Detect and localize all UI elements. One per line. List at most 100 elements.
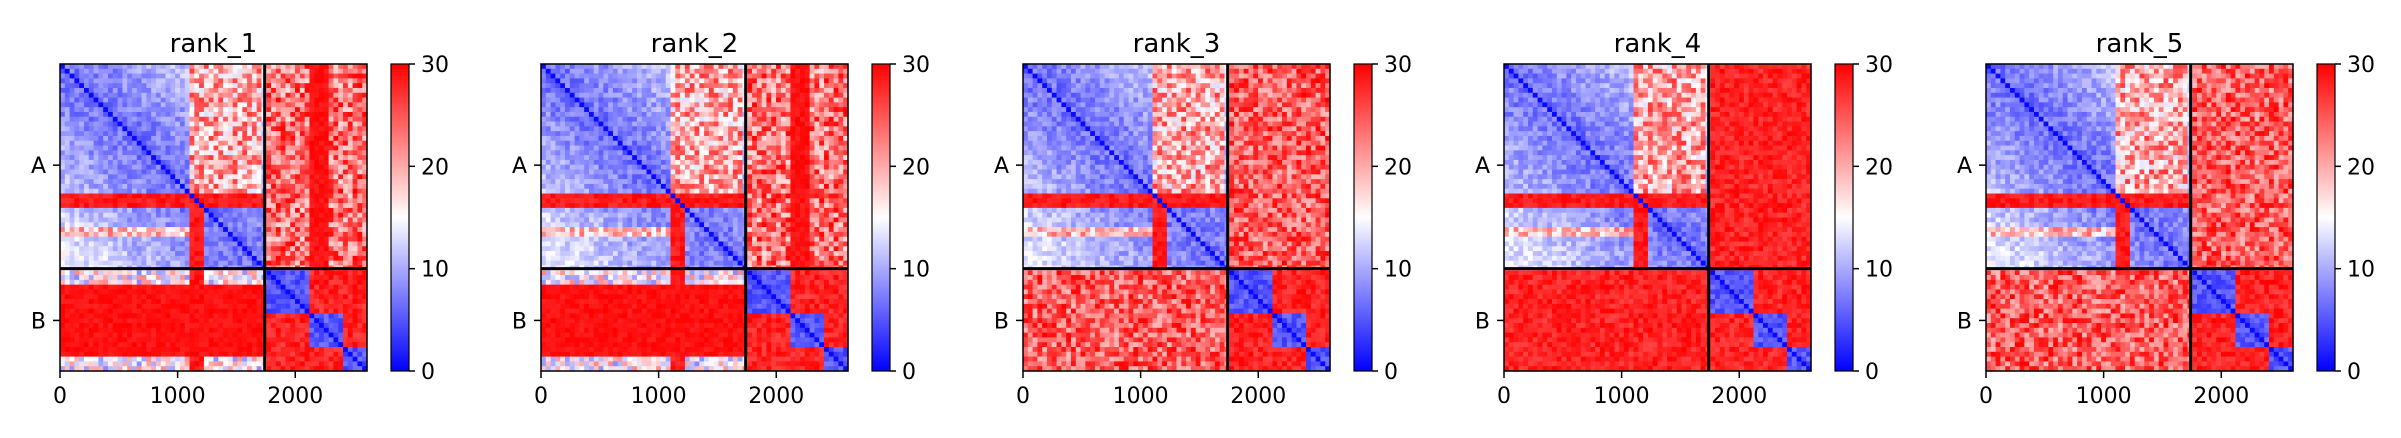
heatmap-cell xyxy=(728,64,734,70)
heatmap-cell xyxy=(343,299,349,305)
heatmap-cell xyxy=(333,121,339,127)
heatmap-cell xyxy=(69,83,75,89)
heatmap-cell xyxy=(179,356,186,363)
heatmap-cell xyxy=(160,251,167,257)
heatmap-cell xyxy=(314,102,320,108)
heatmap-cell xyxy=(819,83,825,89)
heatmap-cell xyxy=(309,366,315,372)
heatmap-cell xyxy=(295,366,301,372)
heatmap-cell xyxy=(218,131,224,137)
heatmap-cell xyxy=(665,92,672,99)
heatmap-cell xyxy=(208,366,215,372)
heatmap-cell xyxy=(328,131,335,137)
heatmap-cell xyxy=(79,179,85,185)
heatmap-cell xyxy=(79,227,85,233)
heatmap-cell xyxy=(79,145,85,151)
heatmap-cell xyxy=(127,131,133,137)
heatmap-cell xyxy=(160,150,167,156)
heatmap-cell xyxy=(194,73,200,79)
heatmap-cell xyxy=(88,251,95,257)
heatmap-cell xyxy=(285,64,291,70)
heatmap-cell xyxy=(69,68,75,75)
heatmap-cell xyxy=(713,92,720,99)
heatmap-cell xyxy=(309,64,315,70)
heatmap-cell xyxy=(323,231,330,238)
heatmap-cell xyxy=(290,155,296,161)
heatmap-cell xyxy=(60,222,66,228)
heatmap-cell xyxy=(271,217,277,223)
heatmap-cell xyxy=(333,212,339,219)
heatmap-cell xyxy=(88,323,95,329)
heatmap-cell xyxy=(299,155,306,161)
heatmap-cell xyxy=(627,116,633,123)
heatmap-cell xyxy=(232,308,239,315)
heatmap-cell xyxy=(285,193,291,199)
heatmap-cell xyxy=(69,284,75,291)
heatmap-cell xyxy=(343,159,349,166)
heatmap-cell xyxy=(713,78,720,84)
heatmap-cell xyxy=(314,78,320,84)
heatmap-cell xyxy=(656,121,662,127)
heatmap-cell xyxy=(218,217,224,223)
heatmap-cell xyxy=(151,308,157,315)
heatmap-cell xyxy=(151,78,157,84)
heatmap-cell xyxy=(208,155,215,161)
heatmap-cell xyxy=(155,121,162,127)
heatmap-cell xyxy=(237,183,243,190)
heatmap-cell xyxy=(165,145,171,151)
heatmap-cell xyxy=(299,159,306,166)
heatmap-cell xyxy=(333,159,339,166)
heatmap-cell xyxy=(357,255,363,262)
heatmap-cell xyxy=(237,351,243,358)
heatmap-cell xyxy=(357,126,363,132)
heatmap-cell xyxy=(146,183,152,190)
heatmap-cell xyxy=(309,111,315,118)
heatmap-cell xyxy=(694,121,700,127)
heatmap-cell xyxy=(362,361,368,367)
heatmap-cell xyxy=(64,155,71,161)
heatmap-cell xyxy=(771,73,777,79)
heatmap-cell xyxy=(117,275,123,281)
heatmap-cell xyxy=(266,207,272,214)
heatmap-cell xyxy=(323,169,330,175)
heatmap-cell xyxy=(290,246,296,252)
heatmap-cell xyxy=(603,107,609,113)
heatmap-cell xyxy=(800,107,806,113)
heatmap-cell xyxy=(237,169,243,175)
heatmap-cell xyxy=(88,203,95,209)
heatmap-cell xyxy=(175,111,181,118)
heatmap-cell xyxy=(299,193,306,199)
heatmap-cell xyxy=(347,135,354,142)
heatmap-cell xyxy=(256,217,263,223)
heatmap-cell xyxy=(843,102,849,108)
heatmap-cell xyxy=(151,193,157,199)
heatmap-cell xyxy=(194,308,200,315)
heatmap-cell xyxy=(319,323,325,329)
heatmap-cell xyxy=(285,299,291,305)
heatmap-cell xyxy=(122,251,128,257)
heatmap-cell xyxy=(756,83,763,89)
heatmap-cell xyxy=(208,337,215,343)
heatmap-cell xyxy=(280,73,287,79)
heatmap-cell xyxy=(122,159,128,166)
heatmap-cell xyxy=(290,347,296,353)
heatmap-cell xyxy=(64,351,71,358)
heatmap-cell xyxy=(184,150,191,156)
heatmap-cell xyxy=(275,246,282,252)
heatmap-cell xyxy=(160,198,167,204)
heatmap-cell xyxy=(699,107,705,113)
heatmap-cell xyxy=(218,294,224,300)
heatmap-cell xyxy=(290,135,296,142)
heatmap-cell xyxy=(213,155,219,161)
heatmap-cell xyxy=(333,351,339,358)
heatmap-cell xyxy=(800,111,806,118)
heatmap-cell xyxy=(256,135,263,142)
heatmap-cell xyxy=(704,92,710,99)
heatmap-cell xyxy=(79,284,85,291)
heatmap-cell xyxy=(328,169,335,175)
heatmap-cell xyxy=(203,284,210,291)
heatmap-cell xyxy=(88,164,95,171)
heatmap-cell xyxy=(127,68,133,75)
heatmap-cell xyxy=(194,150,200,156)
heatmap-cell xyxy=(275,323,282,329)
